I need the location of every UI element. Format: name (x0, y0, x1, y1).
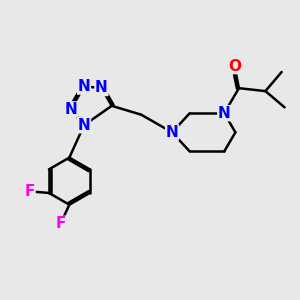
Text: N: N (78, 118, 90, 133)
Text: N: N (78, 79, 90, 94)
Text: N: N (218, 106, 231, 121)
Text: N: N (166, 125, 178, 140)
Text: F: F (25, 184, 35, 199)
Text: N: N (64, 102, 77, 117)
Text: N: N (95, 80, 108, 95)
Text: O: O (228, 58, 241, 74)
Text: F: F (55, 216, 66, 231)
